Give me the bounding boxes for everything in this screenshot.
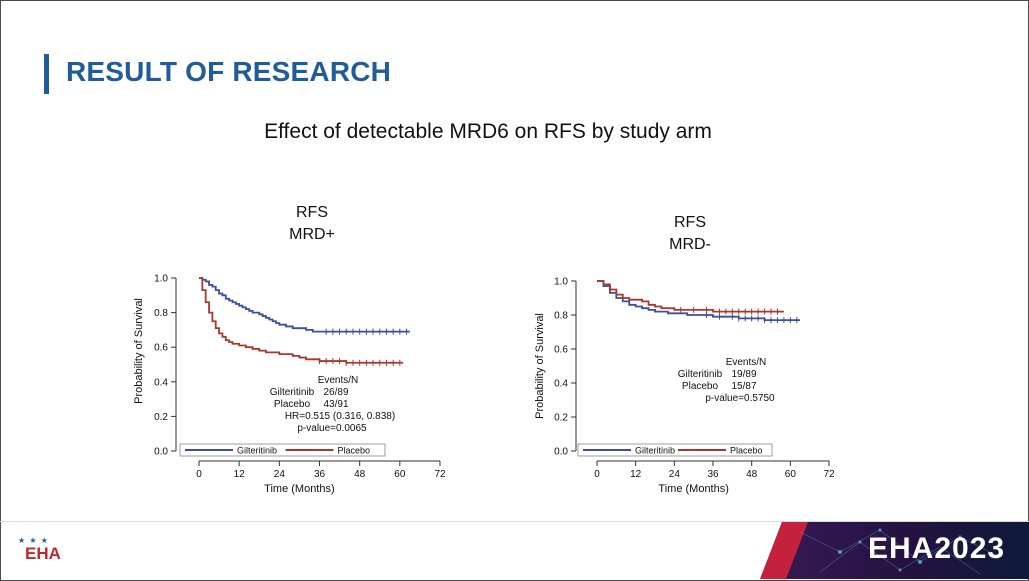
slide-subtitle: Effect of detectable MRD6 on RFS by stud… xyxy=(264,120,712,143)
banner-text: EHA2023 xyxy=(868,532,1006,565)
chart1-x-tick-label: 48 xyxy=(354,469,366,480)
chart1-x-tick-label: 12 xyxy=(234,469,246,480)
chart2-series-placebo-line xyxy=(597,280,784,313)
chart2-stats-pvalue: p-value=0.5750 xyxy=(705,393,775,404)
chart-left-title-line1: RFS xyxy=(296,204,328,221)
chart2-stats-row-label: Placebo xyxy=(682,381,719,392)
slide-title: RESULT OF RESEARCH xyxy=(66,56,392,87)
chart-right-title: RFS MRD- xyxy=(640,212,740,256)
chart1-x-axis-label: Time (Months) xyxy=(264,483,335,495)
chart1-stats-header: Events/N xyxy=(318,375,359,386)
chart1-series-placebo-line xyxy=(199,277,404,364)
chart1-legend-box xyxy=(179,443,386,457)
chart1-legend-label: Gilteritinib xyxy=(237,446,277,456)
chart2-y-tick-label: 0.4 xyxy=(554,379,568,390)
chart2-y-tick-label: 0.2 xyxy=(554,413,568,424)
chart1-y-tick-label: 0.2 xyxy=(154,412,168,423)
chart1-x-tick-label: 36 xyxy=(314,469,326,480)
chart2-y-axis-label: Probability of Survival xyxy=(534,313,546,419)
chart1-x-tick-label: 24 xyxy=(274,469,286,480)
chart1-y-tick-label: 0.4 xyxy=(154,377,168,388)
chart2-stats-row-value: 19/89 xyxy=(731,369,756,380)
eha-logo: ★ ★ ★ EHA xyxy=(18,536,78,566)
chart1-stats-hr: HR=0.515 (0.316, 0.838) xyxy=(285,411,395,422)
chart1-stats-row-value: 26/89 xyxy=(323,387,348,398)
chart2-x-axis-label: Time (Months) xyxy=(658,483,729,495)
chart2-y-tick-label: 0.0 xyxy=(554,447,568,458)
chart2-series-gilteritinib-line xyxy=(597,280,800,321)
chart2-y-tick-label: 0.8 xyxy=(554,311,568,322)
logo-stars: ★ ★ ★ xyxy=(18,536,49,545)
chart-left-title-line2: MRD+ xyxy=(289,226,335,243)
chart1-stats-pvalue: p-value=0.0065 xyxy=(297,423,367,434)
chart2-y-tick-label: 0.6 xyxy=(554,345,568,356)
chart1-stats-row-label: Placebo xyxy=(274,399,311,410)
chart-right-title-line2: MRD- xyxy=(669,236,711,253)
chart1-y-tick-label: 0.0 xyxy=(154,447,168,458)
chart1-x-tick-label: 72 xyxy=(434,469,446,480)
chart1-y-tick-label: 0.8 xyxy=(154,308,168,319)
chart1-y-tick-label: 1.0 xyxy=(154,274,168,285)
chart1-y-tick-label: 0.6 xyxy=(154,343,168,354)
chart1-legend-label: Placebo xyxy=(338,446,371,456)
chart1-stats-row-label: Gilteritinib xyxy=(270,387,315,398)
chart2-y-tick-label: 1.0 xyxy=(554,277,568,288)
chart1-stats-row-value: 43/91 xyxy=(323,399,348,410)
chart2-x-tick-label: 48 xyxy=(746,469,758,480)
chart-right-title-line1: RFS xyxy=(674,214,706,231)
eha2023-banner xyxy=(760,522,1029,579)
chart1-series-gilteritinib-line xyxy=(199,277,410,333)
chart2-x-tick-label: 12 xyxy=(630,469,642,480)
chart2-stats-row-value: 15/87 xyxy=(731,381,756,392)
chart2-x-tick-label: 72 xyxy=(823,469,835,480)
chart2-x-tick-label: 0 xyxy=(594,469,600,480)
logo-text: EHA xyxy=(25,544,61,563)
chart2-stats-row-label: Gilteritinib xyxy=(678,369,723,380)
chart1-x-tick-label: 60 xyxy=(394,469,406,480)
chart1-y-axis-label: Probability of Survival xyxy=(133,298,145,404)
chart-left-title: RFS MRD+ xyxy=(262,202,362,246)
chart2-legend-label: Placebo xyxy=(730,446,763,456)
chart2-x-tick-label: 60 xyxy=(785,469,797,480)
chart1-x-tick-label: 0 xyxy=(196,469,202,480)
footer-divider xyxy=(0,521,1029,522)
chart2-x-tick-label: 24 xyxy=(669,469,681,480)
chart2-legend-box xyxy=(577,443,773,457)
title-accent-bar xyxy=(44,54,49,94)
chart2-stats-header: Events/N xyxy=(726,357,767,368)
chart2-legend-label: Gilteritinib xyxy=(635,446,675,456)
chart2-x-tick-label: 36 xyxy=(707,469,719,480)
